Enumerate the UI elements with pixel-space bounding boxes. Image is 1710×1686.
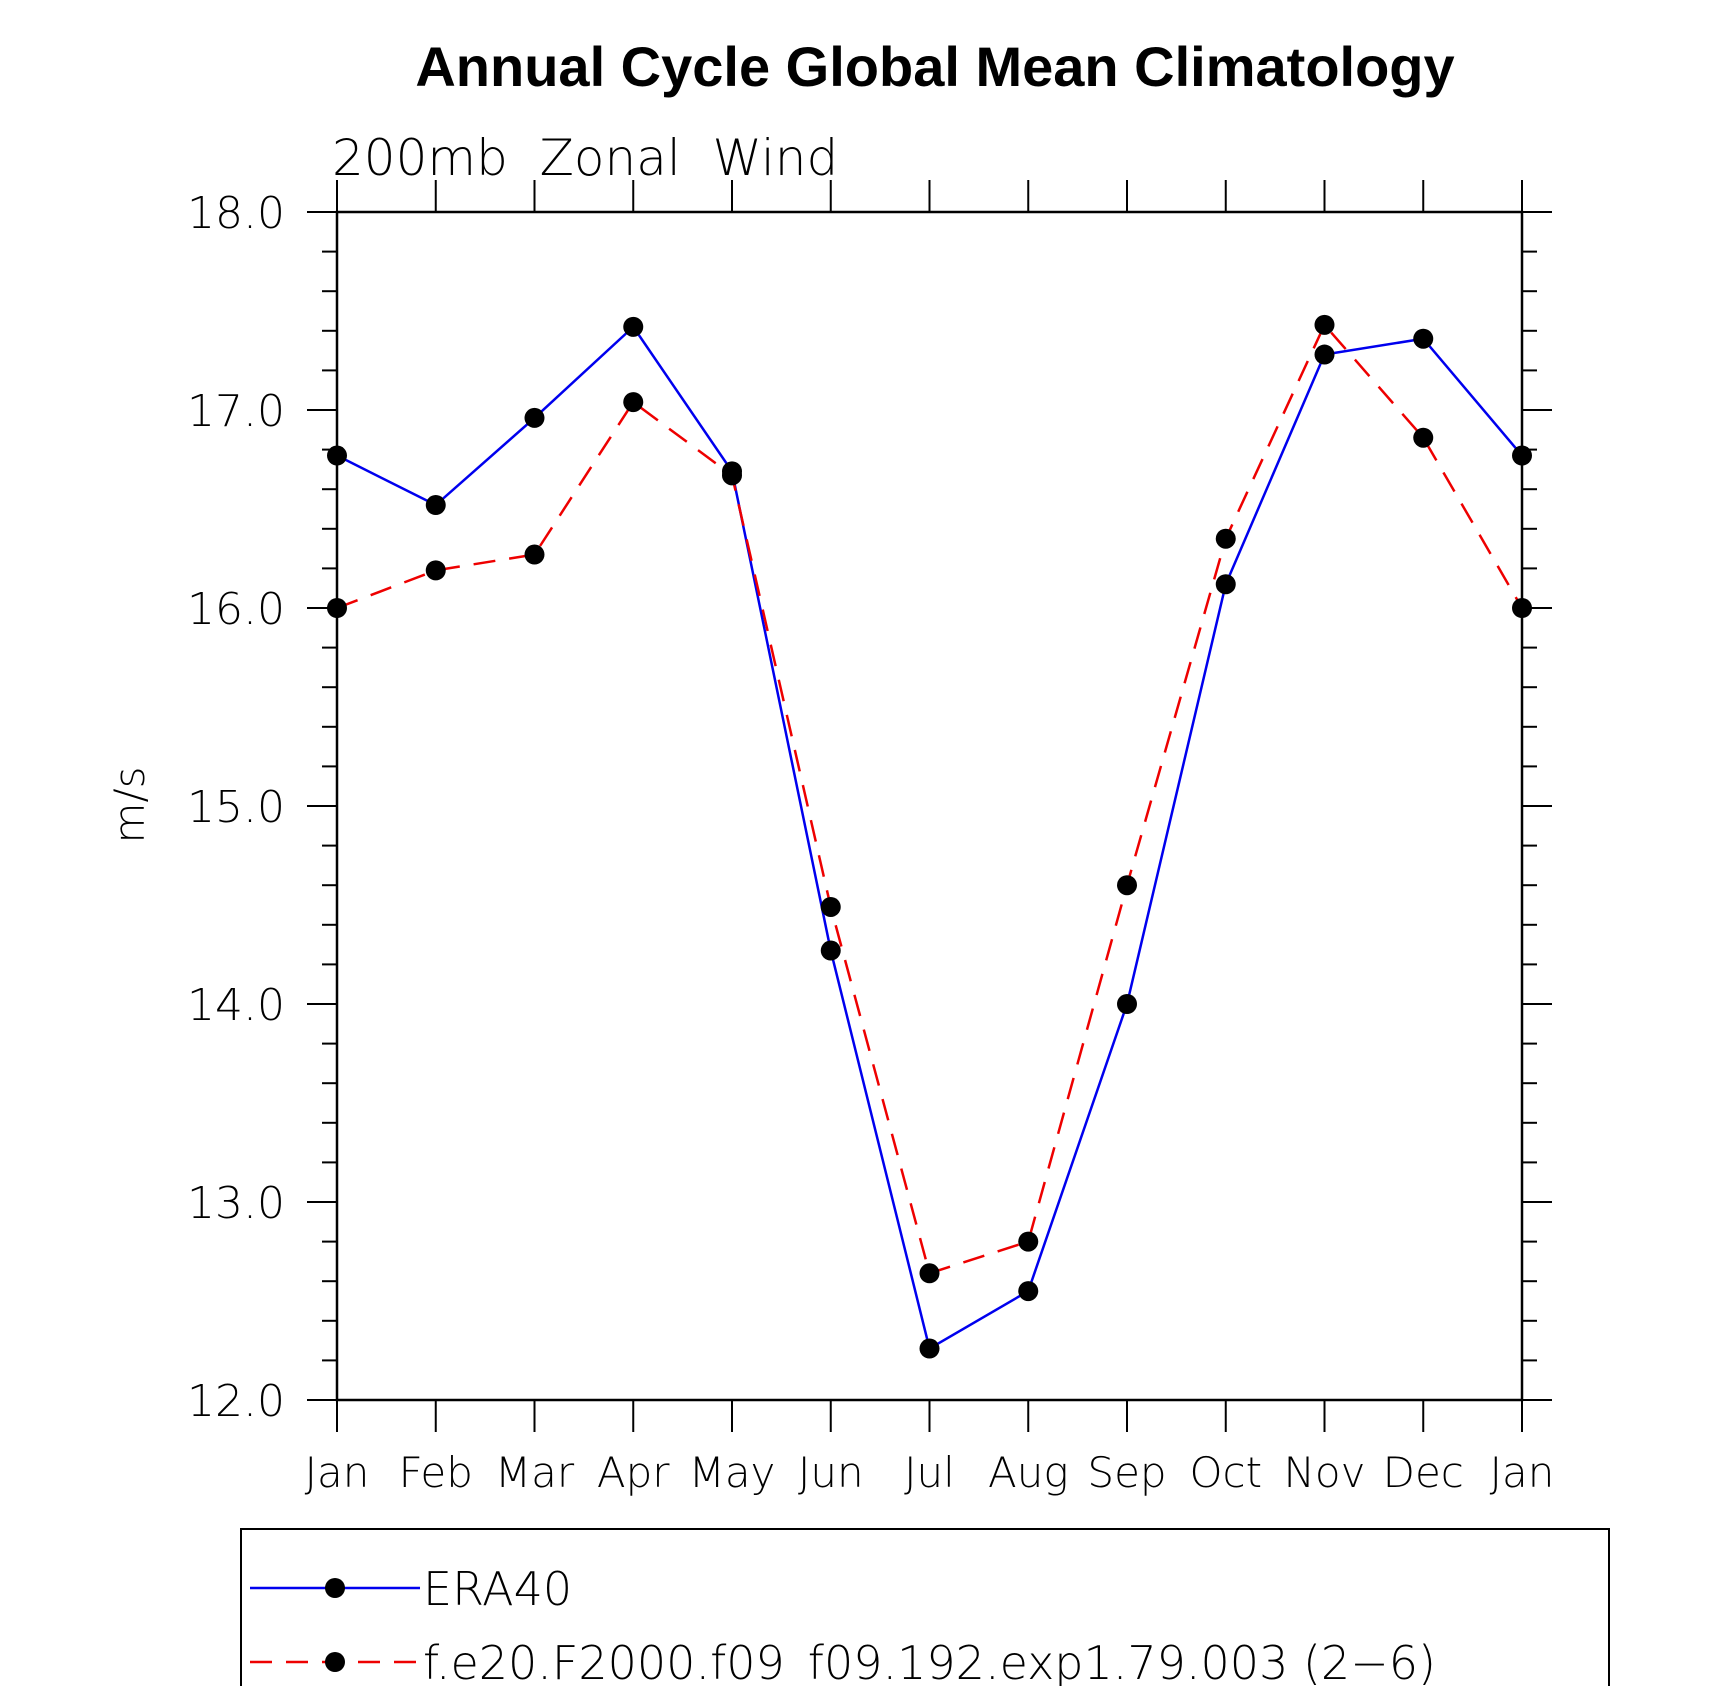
data-point — [425, 560, 446, 581]
y-tick-label: 18.0 — [187, 188, 285, 239]
y-tick-label: 14.0 — [187, 980, 285, 1031]
y-tick-label: 17.0 — [187, 386, 285, 437]
plot-frame — [335, 210, 1524, 1402]
data-point — [1117, 875, 1137, 896]
y-tick-label: 15.0 — [187, 782, 285, 833]
data-point — [1117, 994, 1137, 1014]
data-point — [1018, 1281, 1039, 1302]
x-tick-label: Jul — [904, 1448, 955, 1497]
data-point — [919, 1338, 940, 1359]
data-point — [1314, 314, 1335, 335]
legend-marker-0 — [325, 1578, 345, 1598]
legend-box — [240, 1528, 1610, 1686]
series-1 — [327, 314, 1532, 1284]
legend: ERA40 f.e20.F2000.f09_f09.192.exp1.79.003… — [240, 1528, 1610, 1686]
data-point — [1215, 528, 1236, 549]
series-layer — [327, 314, 1532, 1359]
x-tick-label: Oct — [1189, 1448, 1262, 1497]
x-tick-label: Mar — [495, 1448, 575, 1497]
legend-label-0: ERA40 — [423, 1562, 572, 1616]
x-tick-label: Apr — [597, 1448, 670, 1497]
x-tick-label: Aug — [988, 1448, 1069, 1497]
data-point — [919, 1263, 940, 1284]
series-line — [336, 324, 1523, 1351]
legend-label-1: f.e20.F2000.f09_f09.192.exp1.79.003 (2−6… — [423, 1636, 1436, 1686]
plot-border — [335, 210, 1524, 1402]
y-axis-ticks: 12.0 13.0 14.0 15.0 16.0 17.0 18.0 — [187, 188, 1552, 1427]
x-tick-label: Feb — [399, 1448, 473, 1497]
x-tick-label: Dec — [1383, 1448, 1464, 1497]
chart-title: Annual Cycle Global Mean Climatology — [415, 35, 1454, 98]
data-point — [1413, 427, 1434, 448]
y-tick-label: 12.0 — [187, 1376, 285, 1427]
data-point — [524, 544, 545, 565]
x-tick-label: May — [689, 1448, 776, 1497]
data-point — [1413, 328, 1434, 349]
data-point — [425, 495, 446, 516]
data-point — [1512, 445, 1532, 466]
x-tick-label: Sep — [1087, 1448, 1166, 1497]
data-point — [820, 940, 841, 961]
data-point — [820, 896, 841, 917]
x-tick-label: Jan — [305, 1448, 370, 1497]
y-tick-label: 16.0 — [187, 584, 285, 635]
chart-subtitle: 200mb Zonal Wind — [332, 129, 838, 187]
data-point — [524, 407, 545, 428]
data-point — [623, 392, 644, 413]
x-tick-label: Jan — [1490, 1448, 1555, 1497]
y-axis-label: m/s — [105, 767, 154, 844]
data-point — [327, 445, 347, 466]
data-point — [1215, 574, 1236, 595]
x-axis-ticks: Jan Feb Mar Apr May Jun Jul Aug Sep Oct Nov Dec Jan — [305, 180, 1555, 1497]
x-tick-label: Nov — [1284, 1448, 1366, 1497]
data-point — [1018, 1231, 1039, 1252]
data-point — [1512, 598, 1532, 618]
y-tick-label: 13.0 — [187, 1178, 285, 1229]
data-point — [1314, 344, 1335, 365]
series-0 — [327, 316, 1532, 1359]
series-line — [336, 322, 1524, 1275]
data-point — [327, 598, 347, 618]
data-point — [722, 465, 742, 486]
x-tick-label: Jun — [798, 1448, 864, 1497]
legend-marker-1 — [325, 1652, 345, 1672]
data-point — [623, 316, 644, 337]
